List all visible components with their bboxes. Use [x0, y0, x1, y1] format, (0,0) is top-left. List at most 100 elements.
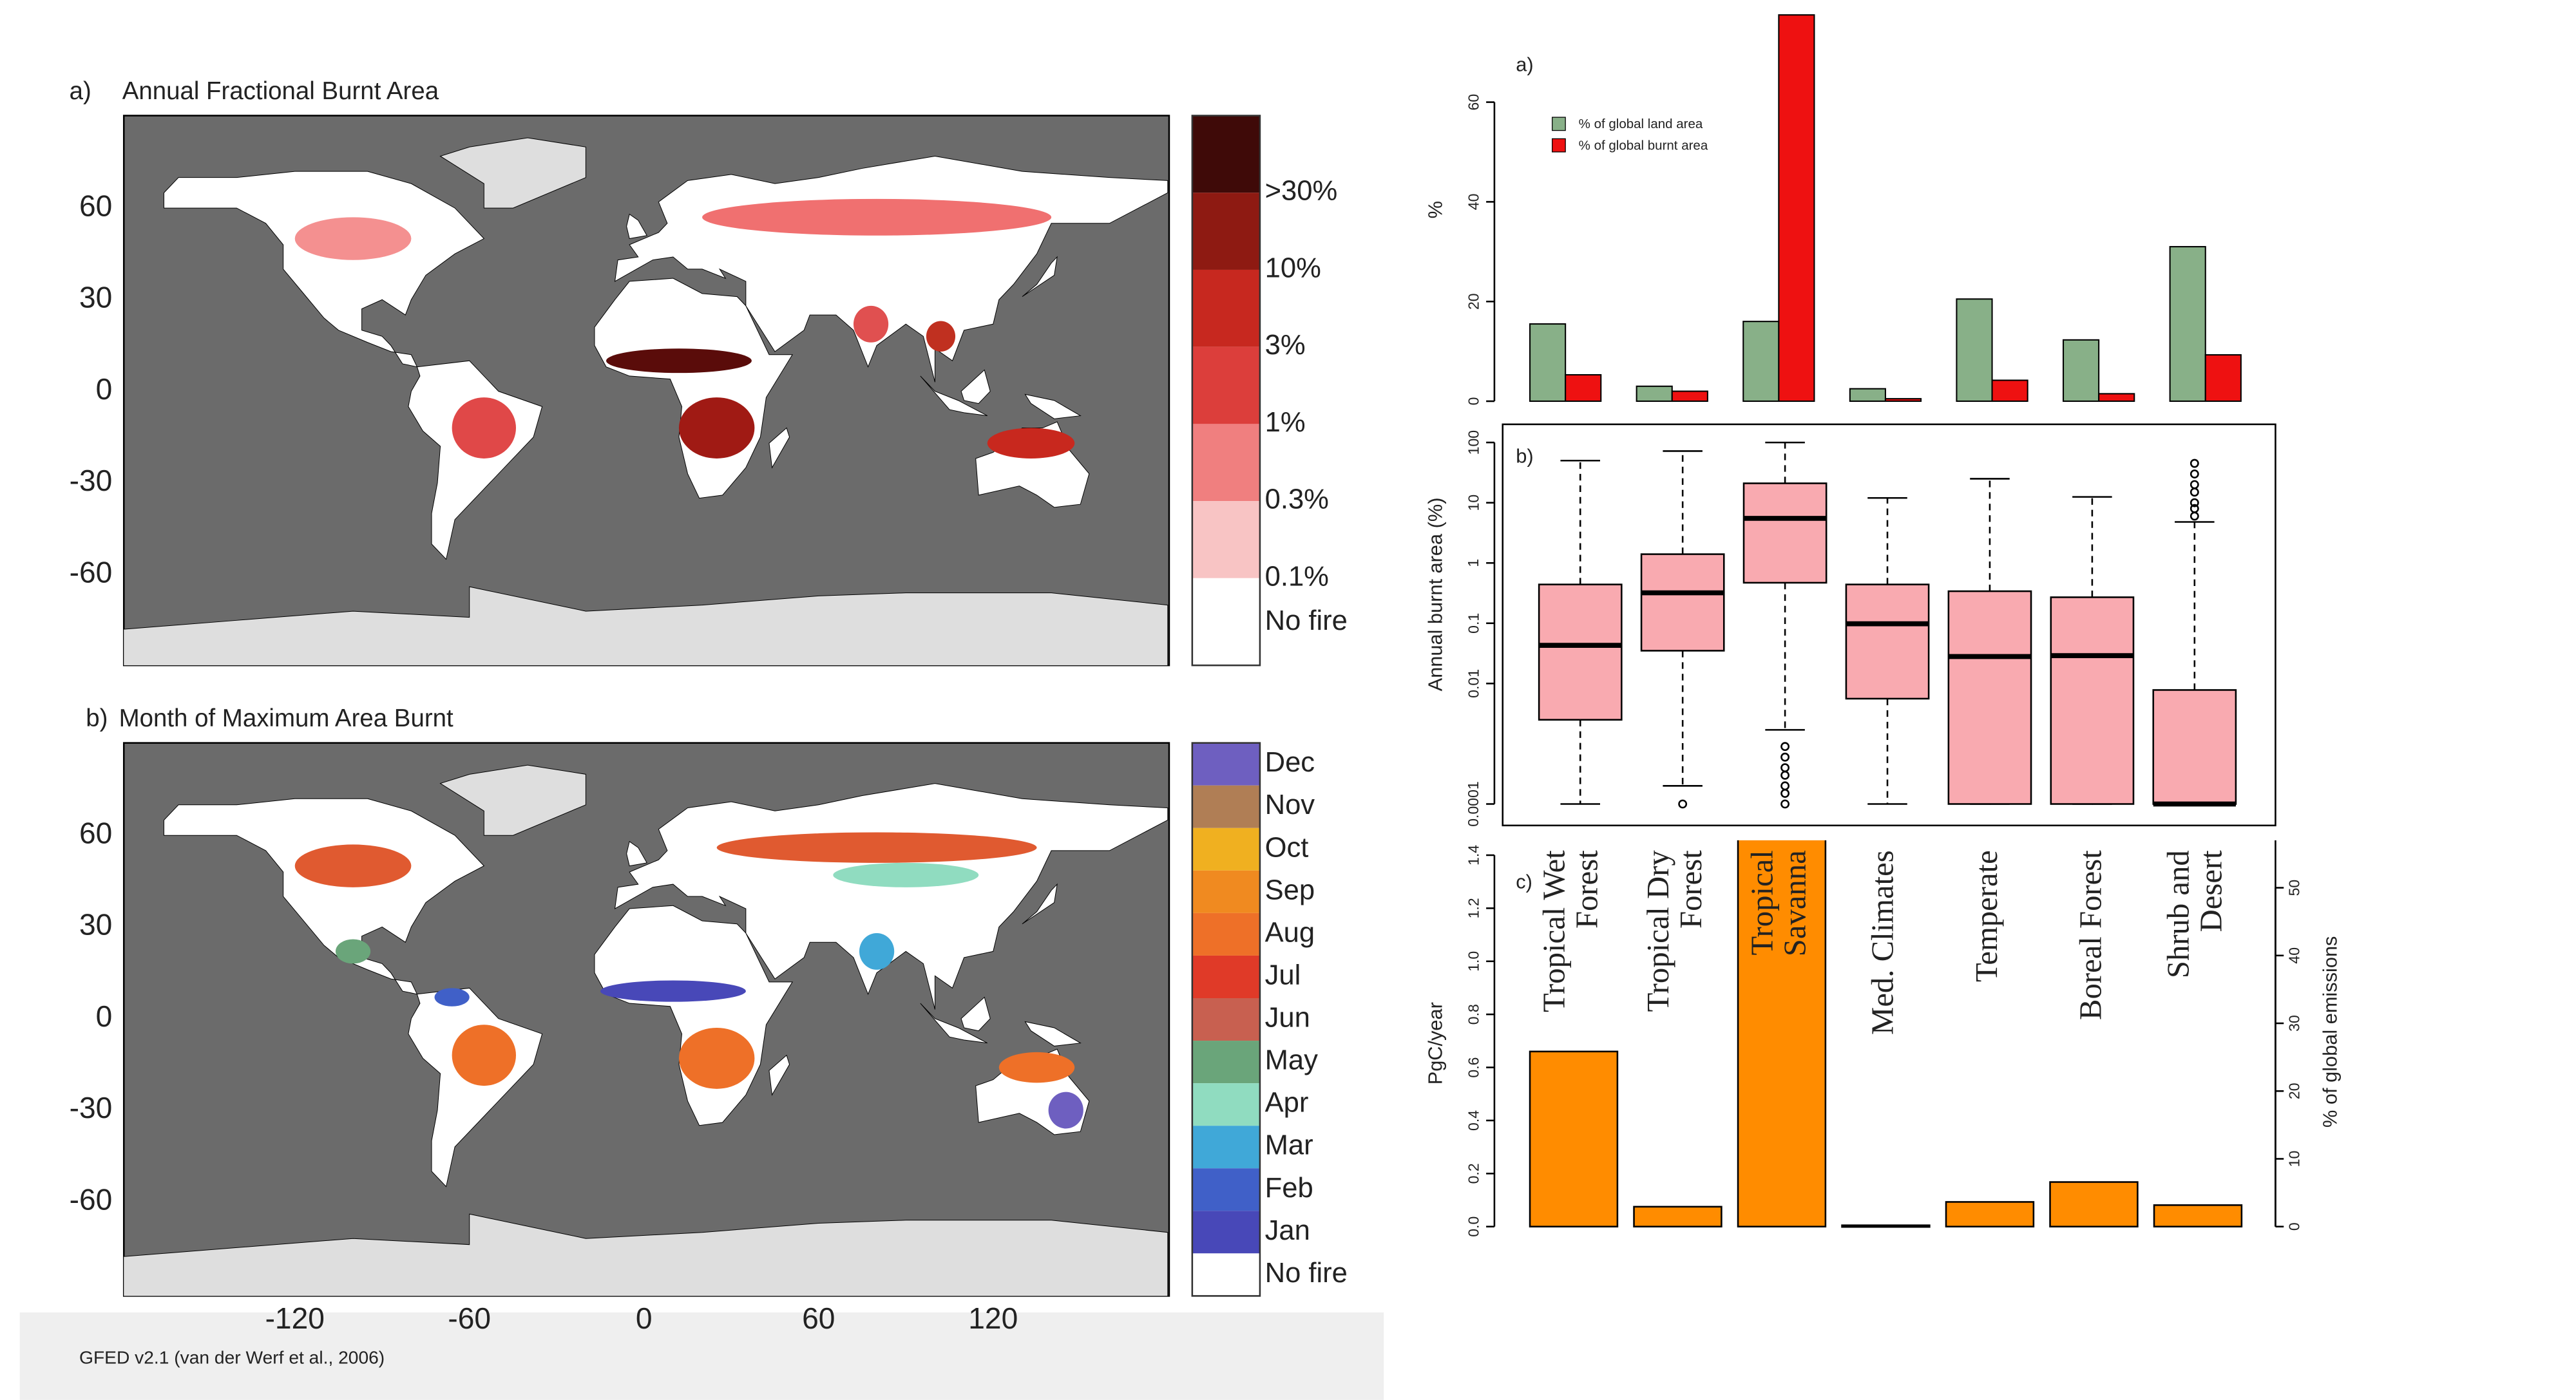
- fire-patches: [294, 832, 1083, 1129]
- legend-frame: [1191, 742, 1261, 1297]
- y-tick-label: 20: [2285, 1083, 2302, 1099]
- legend-swatch: [1192, 424, 1260, 502]
- axis-label: Annual burnt area (%): [1424, 498, 1446, 692]
- panel-label: a): [1516, 53, 1533, 76]
- outlier: [1780, 742, 1790, 752]
- lat-tick-label: 60: [79, 189, 112, 222]
- bar: [1945, 1201, 2035, 1228]
- legend-swatch: [1192, 955, 1260, 999]
- y-tick-label: 0.0001: [1465, 781, 1482, 827]
- map-title: Month of Maximum Area Burnt: [119, 705, 453, 732]
- legend-swatch: [1192, 346, 1260, 424]
- legend-label: Mar: [1265, 1130, 1313, 1161]
- legend-swatch: [1192, 1041, 1260, 1084]
- map-b: [122, 742, 1170, 1297]
- legend-frame: [1191, 115, 1261, 667]
- box: [1947, 590, 2032, 805]
- outlier: [2190, 498, 2199, 507]
- outlier: [2190, 511, 2199, 521]
- bar: [1633, 1206, 1722, 1228]
- legend-label: Aug: [1265, 917, 1315, 948]
- y-tick-label: 50: [2285, 880, 2302, 896]
- y-tick-label: 0.4: [1465, 1110, 1482, 1131]
- legend-label: Oct: [1265, 832, 1309, 863]
- outlier: [2190, 469, 2199, 478]
- category-label: Tropical WetForest: [1537, 850, 1605, 1012]
- legend-label: Jul: [1265, 960, 1301, 990]
- bar: [1956, 298, 1993, 402]
- outlier: [1780, 781, 1790, 791]
- bar: [1565, 374, 1602, 402]
- lon-tick-label: 0: [636, 1301, 653, 1335]
- box: [2152, 689, 2237, 805]
- legend-label: % of global burnt area: [1579, 138, 1708, 153]
- bar: [2204, 354, 2242, 402]
- y-tick-label: 30: [2285, 1015, 2302, 1032]
- legend-swatch: [1192, 1083, 1260, 1126]
- fire-patches: [294, 198, 1075, 459]
- lat-tick-label: 0: [96, 372, 113, 406]
- lat-tick-label: -30: [70, 1091, 113, 1124]
- outlier: [1780, 763, 1790, 773]
- legend-swatch: [1192, 913, 1260, 956]
- panel-label: a): [70, 77, 91, 105]
- panel-frame: [1502, 423, 2276, 827]
- bar: [1991, 379, 2028, 402]
- y-tick-label: 1.2: [1465, 898, 1482, 918]
- bar: [1742, 321, 1780, 402]
- legend-swatch: [1192, 578, 1260, 666]
- y-tick-label: 0: [1465, 397, 1482, 406]
- credit: GFED v2.1 (van der Werf et al., 2006): [79, 1347, 385, 1367]
- bar: [2049, 1181, 2139, 1228]
- legend-label: Jun: [1265, 1003, 1310, 1034]
- lat-tick-label: 30: [79, 908, 112, 941]
- legend-swatch: [1192, 828, 1260, 871]
- legend-label: 3%: [1265, 330, 1306, 361]
- bar: [2153, 1204, 2243, 1228]
- lat-tick-label: 30: [79, 281, 112, 314]
- legend-label: 0.3%: [1265, 484, 1329, 515]
- bar: [1778, 14, 1815, 402]
- y-tick-label: 0: [2285, 1222, 2302, 1231]
- category-label: Tropical DryForest: [1641, 850, 1708, 1012]
- legend-swatch: [1192, 1168, 1260, 1211]
- legend-swatch: [1192, 501, 1260, 578]
- legend-swatch: [1192, 1253, 1260, 1296]
- y-tick-label: 0.6: [1465, 1057, 1482, 1078]
- legend-label: Nov: [1265, 790, 1315, 820]
- lon-tick-label: -60: [448, 1301, 491, 1335]
- bar: [2063, 339, 2100, 402]
- y-tick-label: 10: [1465, 495, 1482, 511]
- category-label: TropicalSavanna: [1745, 850, 1813, 956]
- outlier: [2190, 459, 2199, 468]
- lon-tick-label: -120: [265, 1301, 325, 1335]
- bar: [1636, 385, 1673, 402]
- panel-label: c): [1516, 871, 1532, 893]
- outlier: [1780, 789, 1790, 798]
- bar: [2098, 393, 2135, 402]
- legend-label: Apr: [1265, 1088, 1309, 1119]
- y-tick-label: 1: [1465, 559, 1482, 567]
- y-tick-label: 40: [2285, 947, 2302, 964]
- bar: [1884, 398, 1922, 402]
- category-label: Shrub andDesert: [2161, 850, 2229, 978]
- bar: [2169, 246, 2206, 402]
- lon-tick-label: 120: [968, 1301, 1018, 1335]
- y-tick-label: 0.0: [1465, 1216, 1482, 1237]
- y-tick-label: 40: [1465, 194, 1482, 211]
- panel-label: b): [1516, 444, 1533, 467]
- legend-label: Feb: [1265, 1173, 1313, 1204]
- box: [1845, 583, 1930, 700]
- lat-tick-label: -60: [70, 555, 113, 589]
- axis-label: %: [1424, 201, 1446, 218]
- y-tick-label: 1.0: [1465, 951, 1482, 972]
- bar: [1737, 840, 1827, 1228]
- category-label: Boreal Forest: [2074, 850, 2108, 1020]
- y-tick-label: 100: [1465, 430, 1482, 455]
- lon-tick-label: 60: [802, 1301, 835, 1335]
- legend-label: 1%: [1265, 407, 1306, 438]
- legend-swatch: [1192, 193, 1260, 270]
- bar: [1671, 390, 1708, 402]
- bar: [1849, 388, 1886, 402]
- legend-swatch: [1192, 115, 1260, 193]
